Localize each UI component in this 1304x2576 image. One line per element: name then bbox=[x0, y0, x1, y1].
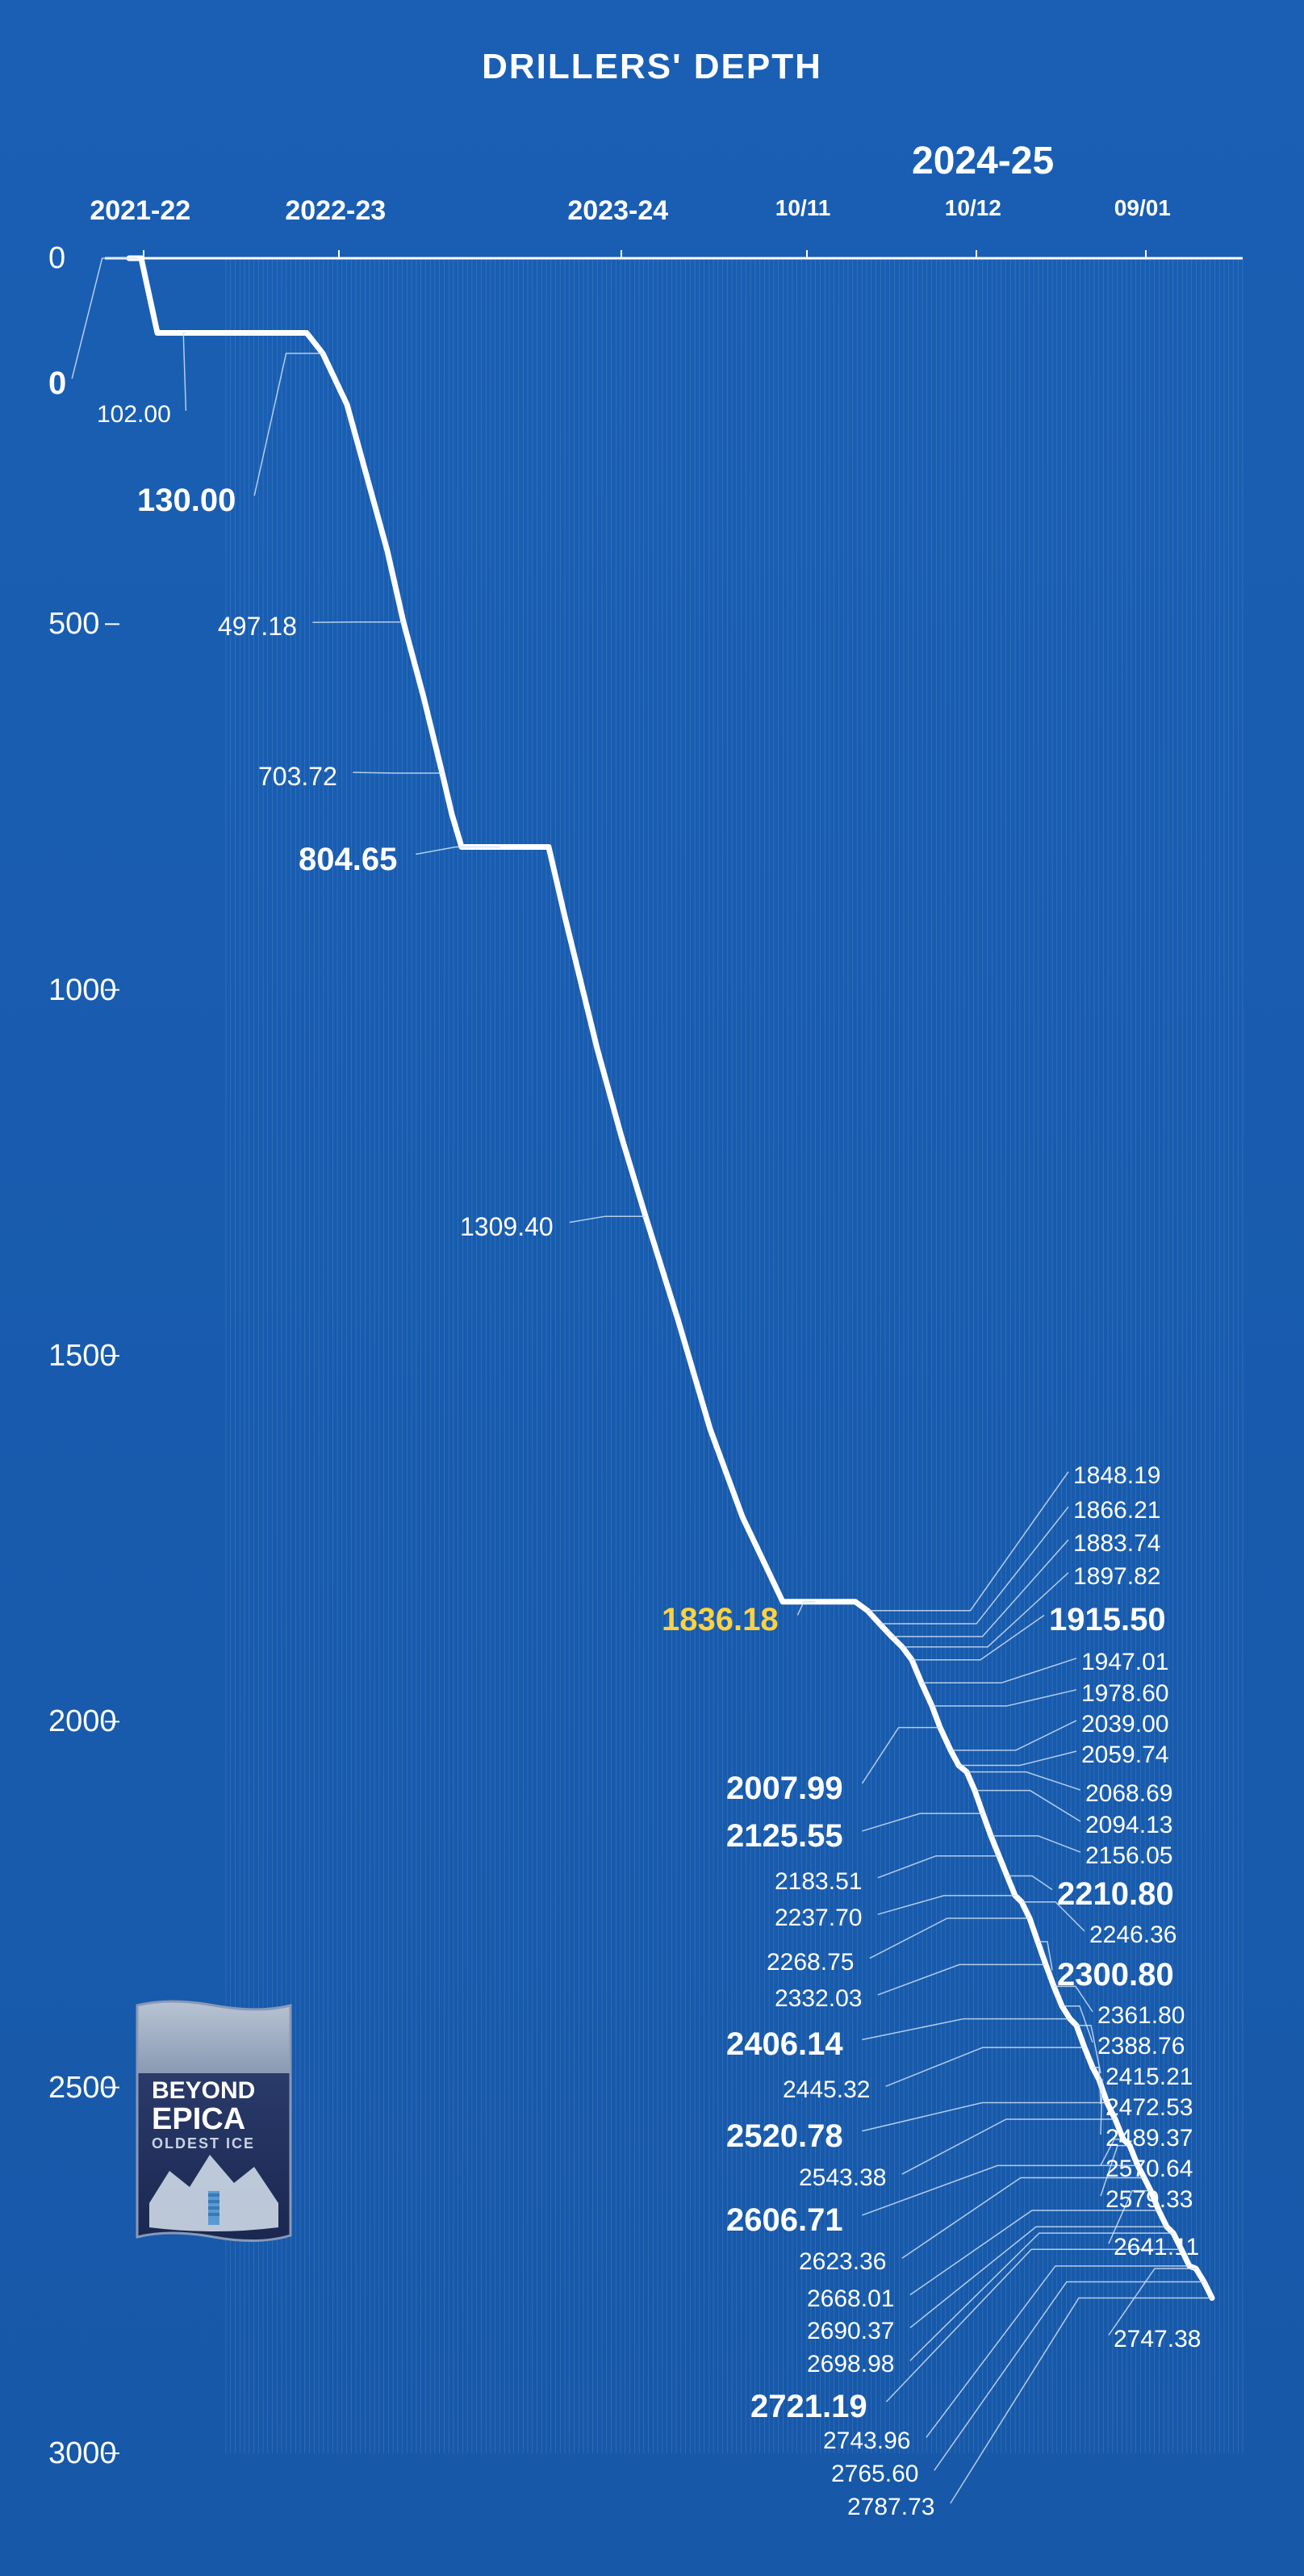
depth-value: 1866.21 bbox=[1073, 1497, 1160, 1524]
y-tick-label: 1000 bbox=[48, 973, 117, 1008]
depth-value: 2520.78 bbox=[726, 2118, 843, 2155]
depth-value: 1309.40 bbox=[460, 1212, 554, 1242]
depth-value: 2300.80 bbox=[1057, 1957, 1174, 1993]
depth-value: 2579.33 bbox=[1105, 2186, 1193, 2214]
depth-value: 1915.50 bbox=[1049, 1602, 1166, 1638]
depth-value: 2606.71 bbox=[726, 2202, 843, 2239]
season-label: 2021-22 bbox=[90, 195, 190, 227]
depth-value: 1897.82 bbox=[1073, 1563, 1160, 1591]
beyond-epica-logo: BEYOND EPICA OLDEST ICE bbox=[121, 1993, 307, 2264]
depth-value: 2489.37 bbox=[1105, 2125, 1193, 2152]
season-label: 2023-24 bbox=[567, 195, 668, 227]
depth-value: 2570.64 bbox=[1105, 2156, 1193, 2183]
depth-value: 804.65 bbox=[299, 842, 397, 878]
depth-value: 2690.37 bbox=[807, 2318, 894, 2345]
y-tick-label: 500 bbox=[48, 607, 99, 642]
depth-value: 1978.60 bbox=[1081, 1680, 1168, 1708]
depth-value: 2210.80 bbox=[1057, 1876, 1174, 1913]
depth-value: 1836.18 bbox=[662, 1602, 779, 1638]
y-tick-label: 2000 bbox=[48, 1704, 117, 1739]
y-tick-label: 0 bbox=[48, 241, 65, 276]
depth-value: 2237.70 bbox=[775, 1905, 862, 1932]
depth-value: 2415.21 bbox=[1105, 2064, 1193, 2091]
depth-value: 2361.80 bbox=[1097, 2002, 1185, 2030]
depth-value: 2039.00 bbox=[1081, 1711, 1168, 1738]
depth-value: 2445.32 bbox=[783, 2076, 870, 2104]
y-tick-label: 3000 bbox=[48, 2436, 117, 2471]
depth-value: 2623.36 bbox=[799, 2248, 886, 2276]
depth-value: 2183.51 bbox=[775, 1868, 862, 1896]
depth-value: 2125.55 bbox=[726, 1818, 843, 1855]
depth-value: 2787.73 bbox=[847, 2494, 934, 2521]
y-tick-label: 2500 bbox=[48, 2071, 117, 2106]
logo-line1: BEYOND bbox=[152, 2077, 255, 2104]
depth-value: 2156.05 bbox=[1085, 1842, 1172, 1870]
depth-value: 2543.38 bbox=[799, 2164, 886, 2192]
depth-value: 2246.36 bbox=[1089, 1922, 1177, 1949]
logo-line2: EPICA bbox=[152, 2102, 245, 2136]
depth-value: 2059.74 bbox=[1081, 1742, 1168, 1769]
depth-value: 703.72 bbox=[258, 762, 337, 792]
depth-value: 2388.76 bbox=[1097, 2033, 1185, 2060]
season-label: 2022-23 bbox=[285, 195, 386, 227]
depth-value: 2068.69 bbox=[1085, 1780, 1172, 1808]
depth-value: 130.00 bbox=[137, 483, 236, 519]
depth-value: 2698.98 bbox=[807, 2351, 894, 2378]
depth-value: 2268.75 bbox=[767, 1949, 854, 1976]
depth-value: 2747.38 bbox=[1114, 2326, 1201, 2353]
depth-value: 2765.60 bbox=[831, 2461, 918, 2488]
logo-line3: OLDEST ICE bbox=[152, 2135, 255, 2152]
depth-value: 1848.19 bbox=[1073, 1462, 1160, 1490]
depth-value: 2743.96 bbox=[823, 2428, 910, 2455]
depth-value: 2406.14 bbox=[726, 2026, 843, 2063]
depth-value: 102.00 bbox=[97, 401, 171, 429]
depth-value: 1883.74 bbox=[1073, 1530, 1160, 1558]
depth-value: 2332.03 bbox=[775, 1985, 862, 2013]
depth-value: 1947.01 bbox=[1081, 1649, 1168, 1676]
season-label: 10/11 bbox=[775, 195, 831, 221]
depth-value: 0 bbox=[48, 366, 66, 402]
depth-value: 2094.13 bbox=[1085, 1812, 1172, 1839]
depth-value: 497.18 bbox=[218, 612, 297, 642]
depth-value: 2641.11 bbox=[1114, 2234, 1199, 2261]
season-label: 10/12 bbox=[945, 195, 1001, 221]
depth-value: 2721.19 bbox=[750, 2389, 867, 2425]
depth-value: 2472.53 bbox=[1105, 2094, 1193, 2122]
season-label: 09/01 bbox=[1114, 195, 1171, 221]
depth-value: 2007.99 bbox=[726, 1771, 843, 1807]
depth-value: 2668.01 bbox=[807, 2285, 894, 2313]
y-tick-label: 1500 bbox=[48, 1339, 117, 1374]
